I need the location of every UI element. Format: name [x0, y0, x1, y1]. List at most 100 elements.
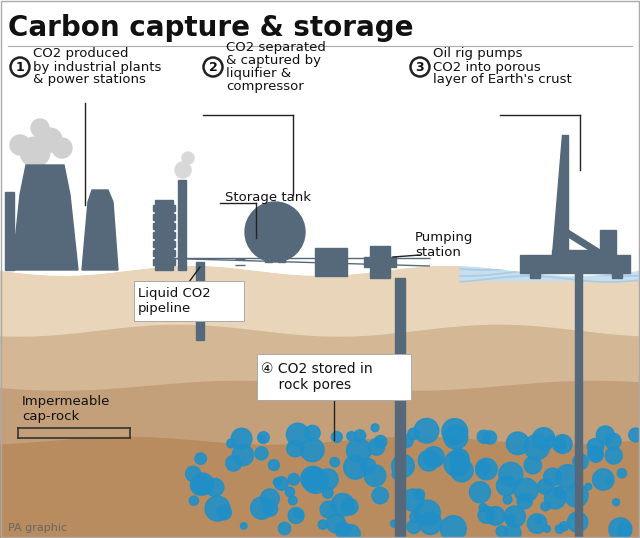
- Circle shape: [503, 495, 512, 504]
- Circle shape: [483, 431, 497, 444]
- Circle shape: [320, 501, 337, 518]
- Circle shape: [477, 430, 490, 443]
- Polygon shape: [370, 246, 390, 278]
- Text: Liquid CO2
pipeline: Liquid CO2 pipeline: [138, 287, 211, 315]
- Circle shape: [553, 487, 565, 499]
- Circle shape: [31, 119, 49, 137]
- Circle shape: [435, 459, 442, 465]
- Text: & power stations: & power stations: [33, 74, 146, 87]
- Polygon shape: [460, 55, 640, 280]
- Circle shape: [504, 525, 521, 538]
- Circle shape: [231, 428, 252, 449]
- Circle shape: [360, 458, 376, 474]
- Circle shape: [543, 526, 550, 532]
- Text: & captured by: & captured by: [226, 54, 321, 67]
- Circle shape: [527, 514, 547, 533]
- Circle shape: [545, 487, 566, 509]
- Text: liquifier &: liquifier &: [226, 67, 291, 80]
- Circle shape: [52, 138, 72, 158]
- Circle shape: [605, 447, 622, 464]
- Polygon shape: [278, 257, 285, 262]
- Circle shape: [476, 458, 497, 480]
- Polygon shape: [315, 248, 347, 276]
- Circle shape: [288, 473, 300, 485]
- Circle shape: [451, 459, 473, 482]
- Circle shape: [410, 512, 420, 522]
- Circle shape: [392, 471, 400, 479]
- Circle shape: [478, 506, 495, 523]
- FancyBboxPatch shape: [134, 281, 244, 321]
- Circle shape: [354, 430, 366, 442]
- Circle shape: [407, 520, 420, 533]
- Circle shape: [192, 473, 214, 495]
- Circle shape: [182, 152, 194, 164]
- Circle shape: [268, 459, 279, 471]
- Circle shape: [618, 469, 627, 478]
- Circle shape: [556, 465, 580, 489]
- Polygon shape: [5, 192, 14, 270]
- Circle shape: [532, 428, 555, 450]
- Circle shape: [263, 501, 278, 516]
- Circle shape: [612, 499, 620, 506]
- Polygon shape: [600, 230, 616, 255]
- Circle shape: [301, 438, 324, 462]
- Circle shape: [364, 465, 386, 486]
- Circle shape: [317, 469, 338, 490]
- Polygon shape: [155, 200, 173, 270]
- Circle shape: [418, 450, 439, 471]
- Circle shape: [20, 137, 50, 167]
- Circle shape: [517, 493, 532, 509]
- Circle shape: [413, 489, 424, 500]
- Circle shape: [287, 423, 309, 446]
- Circle shape: [588, 447, 603, 462]
- Circle shape: [553, 435, 572, 454]
- Circle shape: [332, 431, 342, 442]
- Circle shape: [617, 523, 632, 537]
- Circle shape: [226, 455, 241, 471]
- Text: by industrial plants: by industrial plants: [33, 60, 161, 74]
- Circle shape: [205, 496, 230, 521]
- Circle shape: [547, 435, 554, 442]
- Text: layer of Earth's crust: layer of Earth's crust: [433, 74, 572, 87]
- Circle shape: [10, 135, 30, 155]
- Circle shape: [573, 454, 588, 470]
- Circle shape: [392, 455, 414, 477]
- Text: compressor: compressor: [226, 80, 304, 93]
- Polygon shape: [364, 257, 396, 267]
- Circle shape: [326, 514, 346, 533]
- Circle shape: [368, 439, 385, 455]
- Circle shape: [414, 419, 439, 443]
- Circle shape: [217, 505, 232, 520]
- Circle shape: [408, 428, 419, 440]
- Circle shape: [275, 477, 288, 490]
- Polygon shape: [265, 257, 272, 262]
- Circle shape: [323, 487, 333, 498]
- Circle shape: [342, 498, 358, 515]
- Circle shape: [449, 449, 469, 468]
- Circle shape: [588, 446, 603, 461]
- Circle shape: [273, 478, 282, 486]
- Circle shape: [588, 438, 604, 455]
- Circle shape: [486, 507, 505, 525]
- Circle shape: [504, 506, 525, 527]
- Circle shape: [442, 419, 468, 444]
- Circle shape: [496, 526, 508, 537]
- Circle shape: [444, 451, 470, 477]
- Circle shape: [440, 516, 466, 538]
- Circle shape: [195, 453, 207, 464]
- Circle shape: [402, 489, 424, 511]
- Polygon shape: [153, 250, 175, 256]
- Circle shape: [444, 425, 468, 449]
- Circle shape: [419, 512, 442, 534]
- Polygon shape: [395, 278, 405, 538]
- Circle shape: [605, 477, 611, 484]
- Circle shape: [506, 514, 515, 523]
- Circle shape: [307, 472, 319, 485]
- Text: CO2 separated: CO2 separated: [226, 41, 326, 54]
- Text: Pumping
station: Pumping station: [415, 231, 474, 259]
- Circle shape: [628, 428, 640, 442]
- Circle shape: [318, 520, 328, 529]
- Circle shape: [538, 479, 553, 494]
- Circle shape: [347, 431, 356, 441]
- Circle shape: [301, 466, 325, 491]
